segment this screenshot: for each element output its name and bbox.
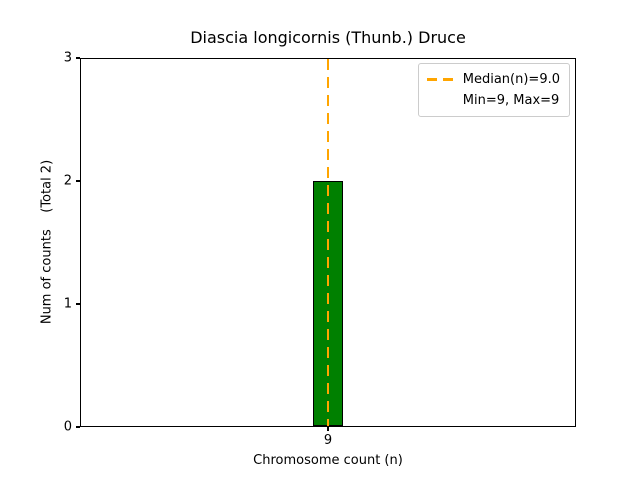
- empty-legend-marker: [427, 99, 454, 102]
- chart-title: Diascia longicornis (Thunb.) Druce: [190, 28, 466, 47]
- legend: Median(n)=9.0 Min=9, Max=9: [417, 63, 570, 117]
- y-tick-mark: [76, 426, 80, 428]
- x-tick-label: 9: [323, 433, 333, 448]
- y-tick-label-0: 0: [63, 419, 72, 435]
- y-tick-label-3: 3: [63, 50, 72, 66]
- legend-entry-minmax: Min=9, Max=9: [462, 93, 560, 108]
- median-line: [327, 59, 329, 426]
- y-tick-mark: [76, 180, 80, 182]
- legend-row-median: Median(n)=9.0: [426, 69, 560, 90]
- y-tick-mark: [76, 303, 80, 305]
- legend-row-minmax: Min=9, Max=9: [427, 90, 560, 111]
- y-tick-mark: [76, 57, 80, 59]
- median-dashed-line-legend-marker: [426, 78, 454, 81]
- x-axis-label: Chromosome count (n): [253, 453, 403, 468]
- y-tick-label-1: 1: [63, 296, 72, 312]
- y-tick-label-2: 2: [63, 173, 72, 189]
- x-tick-mark: [327, 427, 329, 431]
- legend-entry-median: Median(n)=9.0: [462, 72, 560, 87]
- plot-area: Median(n)=9.0 Min=9, Max=9: [80, 58, 576, 427]
